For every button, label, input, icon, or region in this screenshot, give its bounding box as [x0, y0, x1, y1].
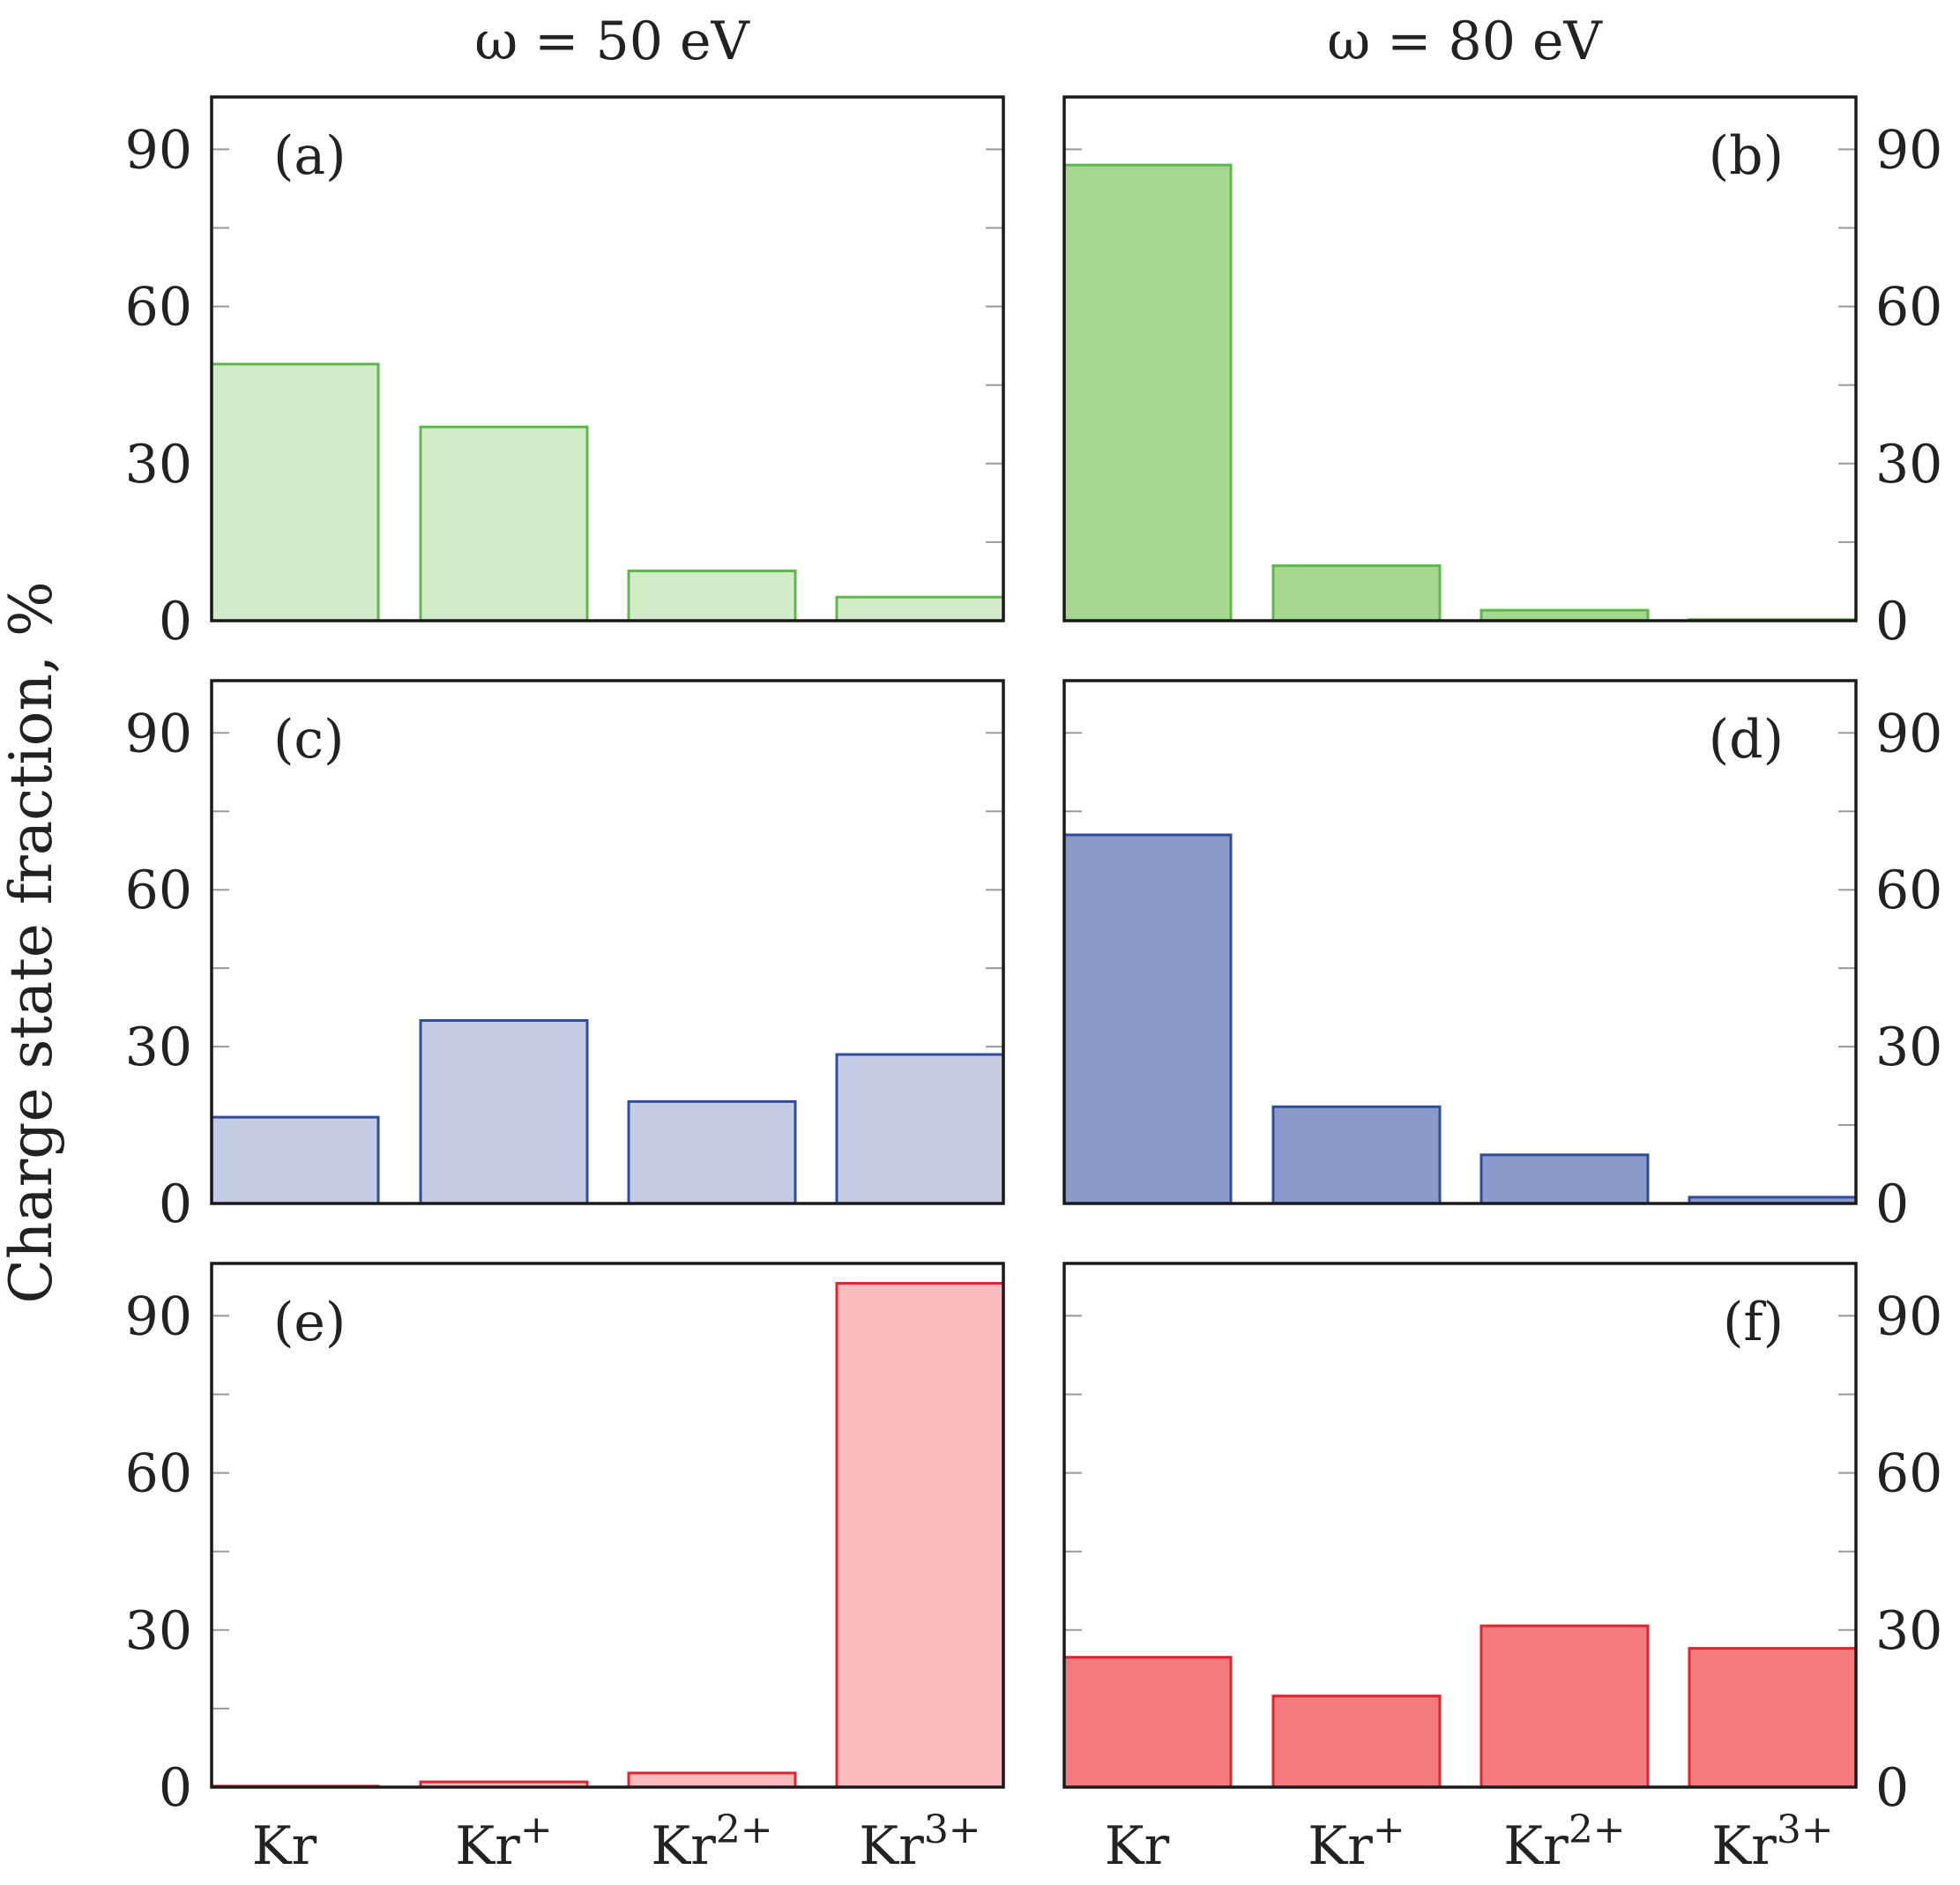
- bar-a-0: [210, 362, 380, 622]
- bar-b-1: [1271, 564, 1442, 622]
- panel-e: 0 30 60 90 (e) Kr Kr+ Kr2+ Kr3+: [125, 1262, 1005, 1877]
- panels-group: 0 30 60 90 (a) 0 30 60 90 (b) 0 30 60 90 (c) 0 30 60 90 (d)…: [125, 95, 1942, 1877]
- y-tick-label: 30: [125, 1017, 192, 1078]
- bar-e-2: [627, 1771, 797, 1789]
- bar-a-3: [835, 595, 1005, 622]
- panel-c: 0 30 60 90 (c): [125, 679, 1005, 1235]
- panel-f: 0 30 60 90 (f) Kr Kr+ Kr2+ Kr3+: [1062, 1262, 1942, 1877]
- panel-label: (c): [273, 709, 344, 771]
- panel-label: (e): [273, 1292, 346, 1353]
- bar-c-2: [627, 1099, 797, 1205]
- panel-label: (b): [1709, 125, 1784, 187]
- bar-a-1: [419, 425, 589, 622]
- bar-a-2: [627, 570, 797, 622]
- y-tick-label: 30: [1875, 1600, 1942, 1662]
- bar-b-0: [1062, 163, 1233, 622]
- x-tick-label: Kr: [1105, 1815, 1170, 1877]
- x-tick-label: Kr+: [455, 1807, 552, 1877]
- plot-frame: [210, 679, 1005, 1205]
- panel-a: 0 30 60 90 (a): [125, 95, 1005, 652]
- panel-label: (f): [1723, 1292, 1784, 1353]
- y-tick-label: 0: [1875, 1173, 1909, 1235]
- plot-frame: [210, 95, 1005, 622]
- y-tick-label: 60: [125, 277, 192, 339]
- y-tick-label: 60: [125, 860, 192, 921]
- y-tick-label: 30: [1875, 1017, 1942, 1078]
- bar-f-1: [1271, 1695, 1442, 1789]
- y-tick-label: 90: [125, 703, 192, 764]
- x-tick-label: Kr2+: [1503, 1807, 1625, 1877]
- panel-d: 0 30 60 90 (d): [1062, 679, 1942, 1235]
- panel-label: (a): [273, 125, 347, 187]
- x-tick-label: Kr2+: [651, 1807, 772, 1877]
- y-tick-label: 60: [1875, 860, 1942, 921]
- y-tick-label: 90: [1875, 119, 1942, 181]
- column-title-80ev: ω = 80 eV: [1327, 11, 1603, 72]
- y-tick-label: 0: [1875, 1757, 1909, 1819]
- plot-frame: [1062, 679, 1858, 1205]
- bar-d-0: [1062, 833, 1233, 1205]
- y-tick-label: 30: [125, 434, 192, 495]
- y-tick-label: 0: [159, 1757, 192, 1819]
- bar-e-3: [835, 1282, 1005, 1789]
- bar-d-2: [1479, 1153, 1650, 1205]
- y-tick-label: 0: [159, 1173, 192, 1235]
- y-axis-label: Charge state fraction, %: [0, 581, 65, 1303]
- panel-b: 0 30 60 90 (b): [1062, 95, 1942, 652]
- y-tick-label: 60: [125, 1443, 192, 1505]
- y-tick-label: 30: [125, 1600, 192, 1662]
- plot-frame: [1062, 95, 1858, 622]
- plot-frame: [1062, 1262, 1858, 1789]
- y-tick-label: 90: [1875, 703, 1942, 764]
- y-tick-label: 60: [1875, 1443, 1942, 1505]
- x-tick-label: Kr3+: [1711, 1807, 1833, 1877]
- plot-frame: [210, 1262, 1005, 1789]
- y-tick-label: 90: [1875, 1285, 1942, 1347]
- bar-c-1: [419, 1018, 589, 1205]
- bar-f-0: [1062, 1656, 1233, 1789]
- bar-c-0: [210, 1115, 380, 1205]
- y-tick-label: 90: [125, 1285, 192, 1347]
- x-tick-label: Kr+: [1308, 1807, 1405, 1877]
- y-tick-label: 30: [1875, 434, 1942, 495]
- x-tick-label: Kr: [252, 1815, 317, 1877]
- column-title-50ev: ω = 50 eV: [474, 11, 750, 72]
- bar-c-3: [835, 1053, 1005, 1205]
- bar-d-1: [1271, 1105, 1442, 1205]
- y-tick-label: 0: [1875, 591, 1909, 652]
- y-tick-label: 90: [125, 119, 192, 181]
- bar-f-3: [1688, 1647, 1858, 1789]
- y-tick-label: 60: [1875, 277, 1942, 339]
- y-tick-label: 0: [159, 591, 192, 652]
- x-tick-label: Kr3+: [859, 1807, 980, 1877]
- bar-b-2: [1479, 608, 1650, 622]
- panel-label: (d): [1709, 709, 1784, 771]
- bar-f-2: [1479, 1624, 1650, 1789]
